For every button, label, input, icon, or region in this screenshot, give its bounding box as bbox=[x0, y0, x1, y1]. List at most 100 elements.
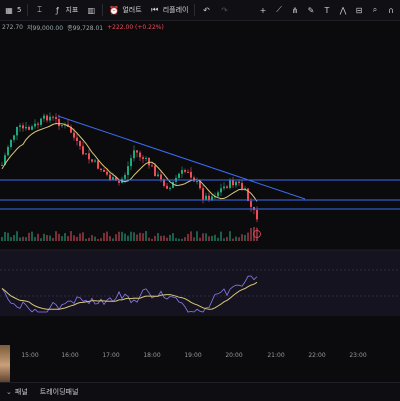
crosshair-icon[interactable]: + bbox=[259, 5, 267, 15]
volume-bar bbox=[136, 234, 138, 241]
ruler-icon[interactable]: ⊟ bbox=[355, 5, 363, 15]
volume-bar bbox=[229, 231, 231, 241]
volume-bar bbox=[172, 233, 174, 241]
divider bbox=[27, 4, 29, 16]
volume-bar bbox=[157, 233, 159, 241]
text-icon[interactable]: T bbox=[324, 5, 330, 15]
candle bbox=[133, 150, 135, 159]
candle bbox=[52, 116, 54, 118]
candle bbox=[157, 174, 159, 177]
volume-bar bbox=[115, 234, 117, 241]
candle bbox=[91, 159, 93, 162]
pattern-icon[interactable]: ⋀ bbox=[339, 5, 347, 15]
candle bbox=[55, 117, 57, 119]
time-axis: 15:00 16:00 17:00 18:00 19:00 20:00 21:0… bbox=[0, 350, 400, 362]
candle bbox=[205, 195, 207, 200]
volume-bar bbox=[16, 231, 18, 241]
candle bbox=[82, 146, 84, 155]
volume-bar bbox=[19, 237, 21, 241]
price-chart[interactable] bbox=[0, 34, 400, 360]
volume-bar bbox=[52, 237, 54, 241]
brush-icon[interactable]: ✎ bbox=[307, 5, 315, 15]
zoom-icon[interactable]: ⌕ bbox=[372, 5, 378, 14]
time-tick: 22:00 bbox=[308, 352, 326, 359]
magnet-icon[interactable]: ∩ bbox=[388, 5, 394, 15]
candle bbox=[247, 188, 249, 201]
candle bbox=[7, 146, 9, 156]
tab-panel[interactable]: ⌄ 패널 bbox=[0, 387, 34, 397]
volume-bar bbox=[40, 238, 42, 241]
candle bbox=[124, 174, 126, 179]
open-value: 저99,000.00 bbox=[27, 24, 64, 32]
candle bbox=[61, 125, 63, 127]
volume-bar bbox=[118, 231, 120, 241]
oscillator-signal-line bbox=[1, 281, 258, 310]
candle bbox=[49, 116, 51, 121]
undo-button[interactable]: ↶ bbox=[197, 0, 215, 20]
volume-bar bbox=[7, 232, 9, 241]
chart-type-button[interactable]: ⌶ bbox=[30, 0, 48, 20]
volume-bar bbox=[247, 232, 249, 241]
oscillator-panel-bg bbox=[0, 250, 400, 316]
volume-bar bbox=[241, 234, 243, 241]
volume-bar bbox=[142, 233, 144, 241]
tab-trading-panel[interactable]: 트레이딩패널 bbox=[34, 387, 85, 397]
volume-bar bbox=[103, 232, 105, 241]
candle bbox=[37, 123, 39, 125]
descending-trendline[interactable] bbox=[57, 115, 306, 200]
candle bbox=[154, 165, 156, 177]
candle bbox=[10, 139, 12, 147]
profile-thumbnail bbox=[0, 345, 10, 385]
moving-average-line bbox=[1, 122, 258, 202]
volume-bar bbox=[46, 235, 48, 241]
indicator-icon: ƒ bbox=[56, 5, 59, 15]
tab-panel-label: 패널 bbox=[14, 388, 28, 396]
volume-bar bbox=[28, 232, 30, 241]
volume-bar bbox=[133, 232, 135, 241]
indicator-button[interactable]: ƒ 지표 bbox=[48, 0, 82, 20]
candle bbox=[31, 126, 33, 130]
volume-bar bbox=[49, 235, 51, 241]
undo-icon: ↶ bbox=[203, 5, 210, 15]
candle bbox=[220, 188, 222, 193]
volume-bar bbox=[1, 237, 3, 241]
candle bbox=[97, 160, 99, 169]
redo-button[interactable]: ↷ bbox=[215, 0, 233, 20]
alert-icon: ⏰ bbox=[109, 5, 120, 15]
alert-button[interactable]: ⏰ 얼러트 bbox=[105, 0, 145, 20]
volume-bar bbox=[13, 235, 15, 241]
divider bbox=[102, 4, 104, 16]
candle bbox=[112, 177, 114, 180]
candle bbox=[148, 157, 150, 166]
alert-marker-icon[interactable] bbox=[253, 230, 261, 238]
trendline-icon[interactable]: ⟋ bbox=[276, 5, 282, 14]
candle bbox=[169, 187, 171, 189]
volume-bar bbox=[226, 237, 228, 241]
volume-bar bbox=[64, 233, 66, 241]
candle bbox=[73, 132, 75, 138]
volume-bar bbox=[124, 233, 126, 241]
candle bbox=[13, 135, 15, 140]
candle bbox=[136, 150, 138, 153]
fork-icon[interactable]: ⋔ bbox=[291, 5, 299, 15]
timeframe-button[interactable]: ▦ 5 bbox=[0, 0, 25, 20]
top-toolbar: ▦ 5 ⌶ ƒ 지표 ▥ ⏰ 얼러트 ⏮ 리플레이 ↶ ↷ + ⟋ ⋔ ✎ T … bbox=[0, 0, 400, 21]
candle bbox=[103, 169, 105, 172]
grid-icon: ▦ bbox=[5, 5, 13, 15]
time-tick: 16:00 bbox=[61, 352, 79, 359]
candle bbox=[226, 186, 228, 188]
volume-bar bbox=[109, 236, 111, 241]
volume-bar bbox=[169, 234, 171, 241]
candle bbox=[43, 115, 45, 119]
volume-bar bbox=[145, 231, 147, 241]
candle bbox=[256, 210, 258, 220]
volume-bar bbox=[160, 235, 162, 241]
volume-bar bbox=[10, 237, 12, 241]
layout-button[interactable]: ▥ bbox=[82, 0, 100, 20]
replay-label: 리플레이 bbox=[162, 6, 189, 14]
volume-bar bbox=[67, 236, 69, 241]
volume-bar bbox=[76, 236, 78, 241]
volume-bar bbox=[250, 228, 252, 241]
volume-bar bbox=[97, 238, 99, 241]
replay-button[interactable]: ⏮ 리플레이 bbox=[146, 0, 193, 20]
